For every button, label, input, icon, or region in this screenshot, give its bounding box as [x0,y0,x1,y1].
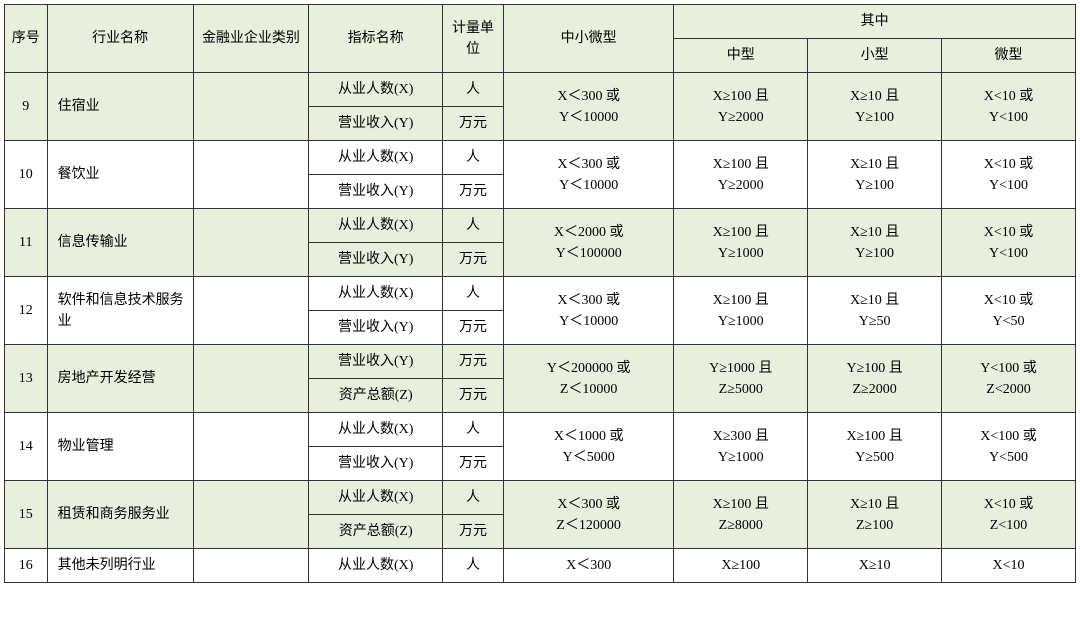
table-row: 15租赁和商务服务业从业人数(X)人X＜300 或Z＜120000X≥100 且… [5,481,1076,515]
header-unit: 计量单位 [443,5,504,73]
header-metric: 指标名称 [309,5,443,73]
table-row: 10餐饮业从业人数(X)人X＜300 或Y＜10000X≥100 且Y≥2000… [5,141,1076,175]
header-seq: 序号 [5,5,48,73]
cell-industry: 餐饮业 [47,141,193,209]
cell-industry: 物业管理 [47,413,193,481]
header-micro: 微型 [942,39,1076,73]
header-sub-group: 其中 [674,5,1076,39]
header-finance-cat: 金融业企业类别 [193,5,309,73]
header-sme: 中小微型 [503,5,673,73]
table-body: 9住宿业从业人数(X)人X＜300 或Y＜10000X≥100 且Y≥2000X… [5,73,1076,583]
table-row: 16其他未列明行业从业人数(X)人X＜300X≥100X≥10X<10 [5,549,1076,583]
cell-industry: 信息传输业 [47,209,193,277]
cell-industry: 软件和信息技术服务业 [47,277,193,345]
header-industry: 行业名称 [47,5,193,73]
table-header: 序号 行业名称 金融业企业类别 指标名称 计量单位 中小微型 其中 中型 小型 … [5,5,1076,73]
cell-industry: 其他未列明行业 [47,549,193,583]
cell-industry: 住宿业 [47,73,193,141]
table-row: 13房地产开发经营营业收入(Y)万元Y＜200000 或Z＜10000Y≥100… [5,345,1076,379]
table-row: 11信息传输业从业人数(X)人X＜2000 或Y＜100000X≥100 且Y≥… [5,209,1076,243]
table-row: 14物业管理从业人数(X)人X＜1000 或Y＜5000X≥300 且Y≥100… [5,413,1076,447]
industry-classification-table: 序号 行业名称 金融业企业类别 指标名称 计量单位 中小微型 其中 中型 小型 … [4,4,1076,583]
table-row: 12软件和信息技术服务业从业人数(X)人X＜300 或Y＜10000X≥100 … [5,277,1076,311]
cell-industry: 房地产开发经营 [47,345,193,413]
table-row: 9住宿业从业人数(X)人X＜300 或Y＜10000X≥100 且Y≥2000X… [5,73,1076,107]
cell-industry: 租赁和商务服务业 [47,481,193,549]
header-small: 小型 [808,39,942,73]
header-medium: 中型 [674,39,808,73]
